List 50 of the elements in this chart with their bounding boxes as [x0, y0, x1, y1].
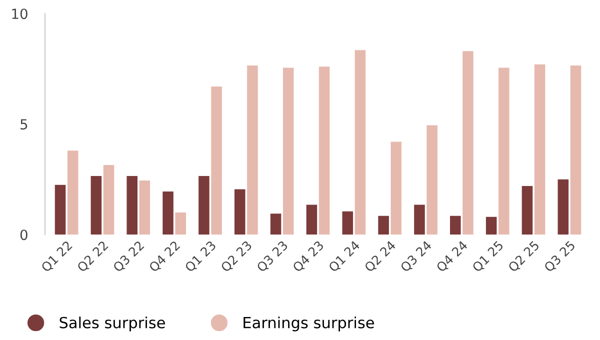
bar: [558, 179, 569, 235]
bar: [486, 216, 497, 235]
x-tick-label: Q1 22: [40, 240, 74, 274]
bar: [103, 164, 114, 235]
bar: [498, 68, 510, 235]
bar: [450, 216, 461, 235]
x-tick-label: Q2 22: [76, 240, 110, 274]
x-tick-label: Q2 24: [364, 240, 398, 274]
bar: [162, 192, 174, 235]
bar: [534, 64, 546, 235]
bar: [522, 186, 533, 235]
bar: [211, 86, 222, 235]
bar: [139, 180, 150, 235]
bar: [90, 176, 102, 235]
bar: [175, 212, 186, 235]
x-tick-label: Q3 23: [256, 240, 290, 274]
x-tick-label: Q3 25: [543, 240, 577, 274]
x-tick-label: Q2 23: [220, 240, 254, 274]
x-tick-label: Q3 24: [400, 240, 434, 274]
bar: [462, 51, 474, 235]
bar: [390, 142, 402, 235]
bar: [67, 150, 78, 235]
bar: [426, 125, 438, 235]
bar: [54, 184, 66, 235]
y-tick-label: 10: [12, 8, 28, 20]
bar: [318, 66, 330, 235]
bar: [270, 214, 282, 235]
bar: [354, 50, 366, 235]
x-tick-label: Q4 22: [148, 240, 182, 274]
x-tick-label: Q3 22: [112, 240, 146, 274]
x-tick-label: Q4 24: [436, 240, 470, 274]
x-tick-label: Q1 24: [328, 240, 362, 274]
y-tick-label: 5: [20, 119, 28, 130]
bar: [282, 68, 294, 235]
bar: [306, 204, 318, 235]
bar: [414, 204, 425, 235]
bar: [342, 211, 354, 235]
bar: [378, 216, 389, 235]
y-tick-label: 0: [20, 230, 28, 240]
legend-label: Sales surprise: [60, 316, 165, 332]
bar: [570, 66, 582, 235]
x-tick-label: Q1 23: [184, 240, 218, 274]
x-tick-label: Q2 25: [508, 240, 541, 274]
bar: [234, 189, 246, 235]
x-tick-label: Q4 23: [292, 240, 326, 274]
bar: [198, 176, 210, 235]
bar: [126, 176, 138, 235]
bar: [247, 66, 258, 235]
legend-label: Earnings surprise: [244, 316, 374, 332]
x-tick-label: Q1 25: [472, 240, 505, 274]
